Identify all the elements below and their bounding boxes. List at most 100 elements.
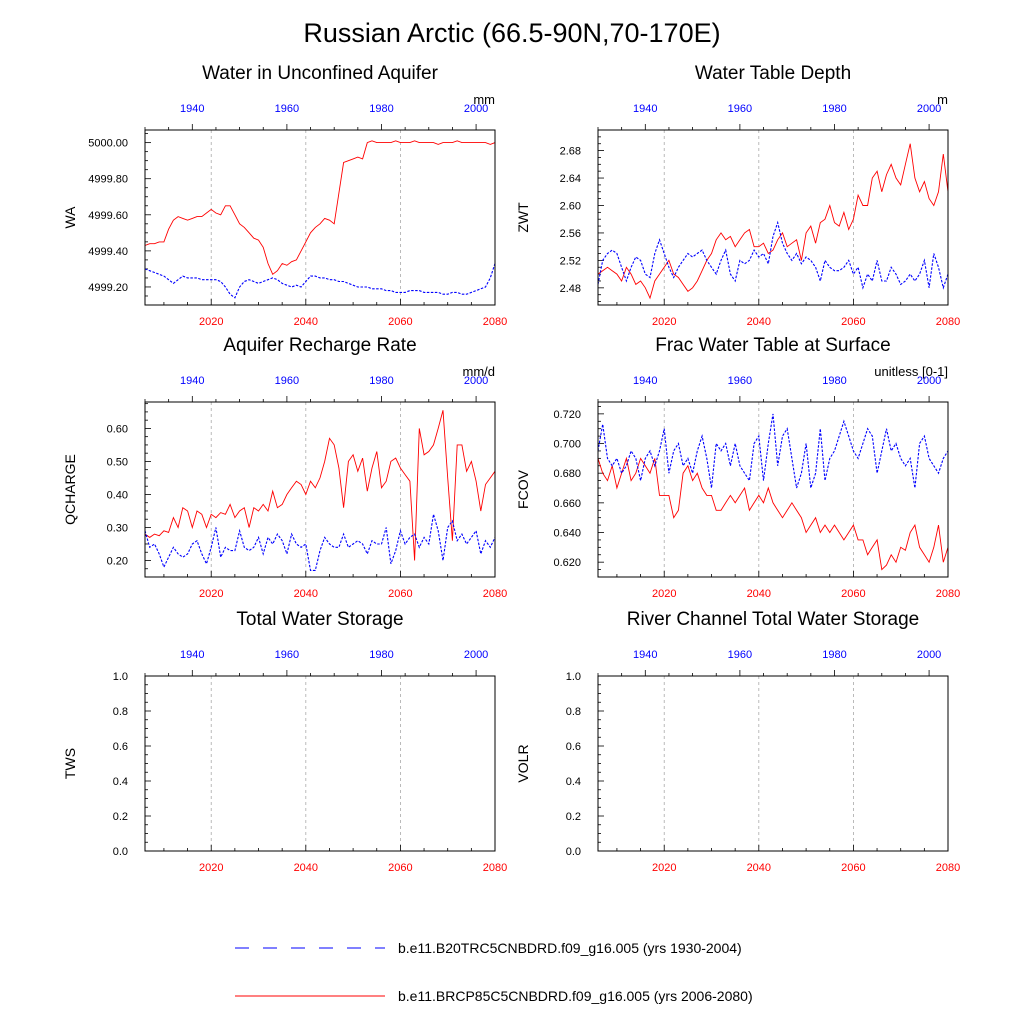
frac-water-table-at-surface-bottom-tick-label-2020: 2020	[652, 588, 676, 600]
water-in-unconfined-aquifer-y-tick-label-1: 4999.40	[88, 246, 128, 258]
water-in-unconfined-aquifer-bottom-tick-label-2080: 2080	[483, 316, 507, 328]
aquifer-recharge-rate-top-tick-label-2000: 2000	[464, 375, 488, 387]
water-in-unconfined-aquifer-top-tick-label-1940: 1940	[180, 103, 204, 115]
frac-water-table-at-surface-frame	[597, 401, 949, 578]
total-water-storage-bottom-tick-label-2060: 2060	[388, 862, 412, 874]
river-channel-total-water-storage-top-tick-label-1980: 1980	[822, 649, 846, 661]
water-table-depth-frame	[597, 129, 949, 306]
total-water-storage-y-tick-label-4: 0.8	[113, 706, 128, 718]
aquifer-recharge-rate-top-tick-label-1960: 1960	[275, 375, 299, 387]
water-table-depth-units: m	[937, 92, 948, 107]
water-table-depth-top-tick-label-1940: 1940	[633, 103, 657, 115]
panel-river-channel-total-water-storage: River Channel Total Water Storage 2020 204…	[515, 609, 960, 874]
total-water-storage-y-tick-label-1: 0.2	[113, 811, 128, 823]
river-channel-total-water-storage-y-label: VOLR	[515, 744, 531, 782]
water-table-depth-bottom-tick-label-2020: 2020	[652, 316, 676, 328]
water-in-unconfined-aquifer-bottom-tick-label-2060: 2060	[388, 316, 412, 328]
water-table-depth-title: Water Table Depth	[695, 63, 851, 84]
water-in-unconfined-aquifer-series-future	[145, 140, 495, 276]
river-channel-total-water-storage-title: River Channel Total Water Storage	[627, 609, 920, 630]
aquifer-recharge-rate-y-tick-label-3: 0.50	[107, 456, 128, 468]
frac-water-table-at-surface-y-tick-label-4: 0.700	[553, 439, 581, 451]
frac-water-table-at-surface-bottom-tick-label-2040: 2040	[747, 588, 771, 600]
aquifer-recharge-rate-top-tick-label-1980: 1980	[369, 375, 393, 387]
water-in-unconfined-aquifer-title: Water in Unconfined Aquifer	[202, 63, 439, 84]
frac-water-table-at-surface-y-tick-label-0: 0.620	[553, 557, 581, 569]
water-table-depth-bottom-tick-label-2040: 2040	[747, 316, 771, 328]
frac-water-table-at-surface-y-label: FCOV	[515, 469, 531, 509]
total-water-storage-y-label: TWS	[62, 748, 78, 779]
aquifer-recharge-rate-frame	[144, 401, 496, 578]
aquifer-recharge-rate-bottom-tick-label-2080: 2080	[483, 588, 507, 600]
water-in-unconfined-aquifer-y-tick-label-3: 4999.80	[88, 174, 128, 186]
water-table-depth-y-label: ZWT	[515, 202, 531, 233]
river-channel-total-water-storage-y-tick-label-2: 0.4	[566, 776, 581, 788]
water-in-unconfined-aquifer-units: mm	[473, 92, 495, 107]
frac-water-table-at-surface-y-tick-label-5: 0.720	[553, 409, 581, 421]
river-channel-total-water-storage-frame	[597, 675, 949, 852]
total-water-storage-title: Total Water Storage	[236, 609, 403, 630]
frac-water-table-at-surface-top-tick-label-1940: 1940	[633, 375, 657, 387]
water-table-depth-series-historical	[598, 220, 948, 290]
total-water-storage-frame	[144, 675, 496, 852]
aquifer-recharge-rate-y-tick-label-4: 0.60	[107, 423, 128, 435]
aquifer-recharge-rate-y-label: QCHARGE	[62, 454, 78, 525]
frac-water-table-at-surface-top-tick-label-1980: 1980	[822, 375, 846, 387]
frac-water-table-at-surface-series-future	[598, 456, 948, 571]
frac-water-table-at-surface-top-tick-label-2000: 2000	[917, 375, 941, 387]
river-channel-total-water-storage-y-tick-label-4: 0.8	[566, 706, 581, 718]
water-in-unconfined-aquifer-top-tick-label-2000: 2000	[464, 103, 488, 115]
legend-label-historical: b.e11.B20TRC5CNBDRD.f09_g16.005 (yrs 193…	[398, 940, 742, 956]
river-channel-total-water-storage-y-tick-label-5: 1.0	[566, 671, 581, 683]
water-table-depth-y-tick-label-2: 2.56	[560, 228, 581, 240]
frac-water-table-at-surface-y-tick-label-1: 0.640	[553, 528, 581, 540]
frac-water-table-at-surface-units: unitless [0-1]	[874, 364, 948, 379]
river-channel-total-water-storage-bottom-tick-label-2040: 2040	[747, 862, 771, 874]
aquifer-recharge-rate-y-tick-label-2: 0.40	[107, 489, 128, 501]
panel-aquifer-recharge-rate: Aquifer Recharge Rate mm/d 2020 2040 2060 208…	[62, 335, 507, 600]
aquifer-recharge-rate-units: mm/d	[463, 364, 496, 379]
legend: b.e11.B20TRC5CNBDRD.f09_g16.005 (yrs 193…	[235, 940, 753, 1004]
total-water-storage-y-tick-label-2: 0.4	[113, 776, 128, 788]
total-water-storage-top-tick-label-1960: 1960	[275, 649, 299, 661]
aquifer-recharge-rate-bottom-tick-label-2060: 2060	[388, 588, 412, 600]
aquifer-recharge-rate-bottom-tick-label-2040: 2040	[294, 588, 318, 600]
total-water-storage-y-tick-label-0: 0.0	[113, 846, 128, 858]
water-in-unconfined-aquifer-top-tick-label-1960: 1960	[275, 103, 299, 115]
legend-label-future: b.e11.BRCP85C5CNBDRD.f09_g16.005 (yrs 20…	[398, 988, 753, 1004]
water-table-depth-series-future	[598, 143, 948, 300]
panels: Water in Unconfined Aquifer mm 2020 2040 206…	[62, 63, 960, 874]
water-table-depth-top-tick-label-1960: 1960	[728, 103, 752, 115]
total-water-storage-top-tick-label-2000: 2000	[464, 649, 488, 661]
water-in-unconfined-aquifer-y-label: WA	[62, 206, 78, 229]
water-in-unconfined-aquifer-y-tick-label-2: 4999.60	[88, 210, 128, 222]
frac-water-table-at-surface-y-tick-label-2: 0.660	[553, 498, 581, 510]
frac-water-table-at-surface-series-historical	[598, 413, 948, 489]
river-channel-total-water-storage-bottom-tick-label-2060: 2060	[841, 862, 865, 874]
water-in-unconfined-aquifer-bottom-tick-label-2040: 2040	[294, 316, 318, 328]
frac-water-table-at-surface-bottom-tick-label-2080: 2080	[936, 588, 960, 600]
water-table-depth-y-tick-label-4: 2.64	[560, 173, 581, 185]
frac-water-table-at-surface-y-tick-label-3: 0.680	[553, 468, 581, 480]
river-channel-total-water-storage-y-tick-label-3: 0.6	[566, 741, 581, 753]
water-table-depth-top-tick-label-1980: 1980	[822, 103, 846, 115]
river-channel-total-water-storage-bottom-tick-label-2080: 2080	[936, 862, 960, 874]
water-table-depth-y-tick-label-1: 2.52	[560, 255, 581, 267]
total-water-storage-top-tick-label-1980: 1980	[369, 649, 393, 661]
river-channel-total-water-storage-y-tick-label-1: 0.2	[566, 811, 581, 823]
water-table-depth-y-tick-label-0: 2.48	[560, 283, 581, 295]
water-table-depth-y-tick-label-3: 2.60	[560, 200, 581, 212]
frac-water-table-at-surface-bottom-tick-label-2060: 2060	[841, 588, 865, 600]
total-water-storage-top-tick-label-1940: 1940	[180, 649, 204, 661]
river-channel-total-water-storage-top-tick-label-1960: 1960	[728, 649, 752, 661]
aquifer-recharge-rate-y-tick-label-1: 0.30	[107, 522, 128, 534]
frac-water-table-at-surface-title: Frac Water Table at Surface	[655, 335, 891, 356]
river-channel-total-water-storage-bottom-tick-label-2020: 2020	[652, 862, 676, 874]
aquifer-recharge-rate-title: Aquifer Recharge Rate	[223, 335, 416, 356]
aquifer-recharge-rate-bottom-tick-label-2020: 2020	[199, 588, 223, 600]
water-in-unconfined-aquifer-frame	[144, 129, 496, 306]
river-channel-total-water-storage-top-tick-label-2000: 2000	[917, 649, 941, 661]
aquifer-recharge-rate-top-tick-label-1940: 1940	[180, 375, 204, 387]
